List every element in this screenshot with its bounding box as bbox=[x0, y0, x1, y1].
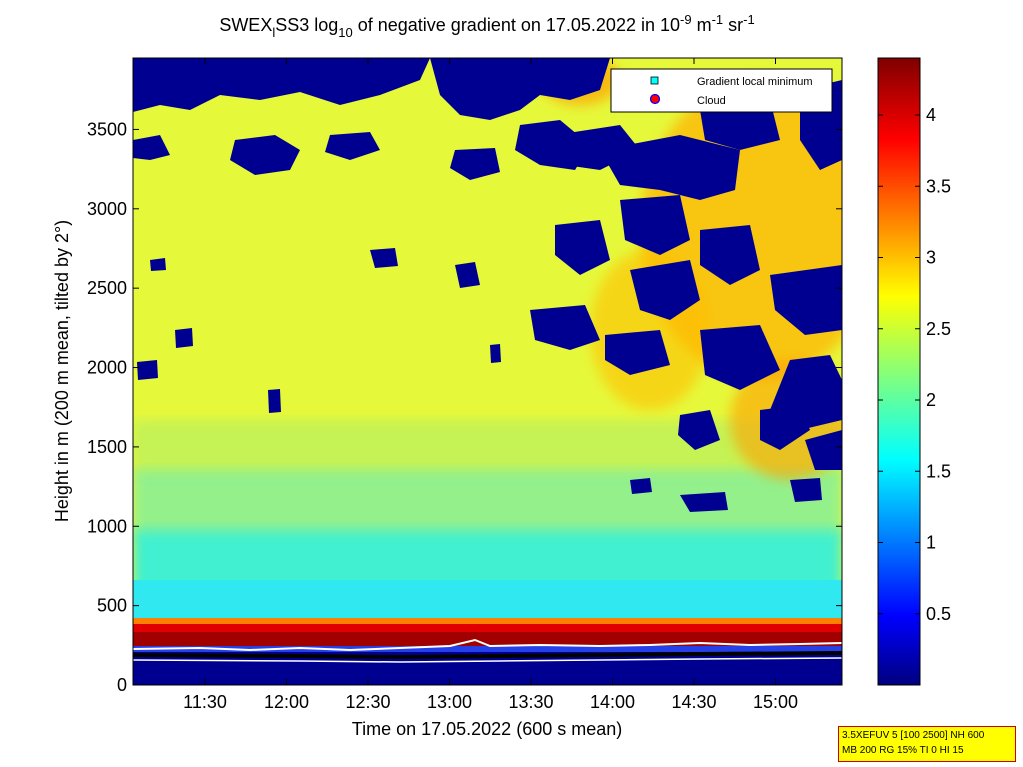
legend-label-gradient-minimum: Gradient local minimum bbox=[697, 76, 813, 88]
y-tick-label: 1000 bbox=[87, 516, 127, 536]
y-tick-label: 0 bbox=[117, 675, 127, 695]
y-tick-label: 2000 bbox=[87, 358, 127, 378]
colorbar-tick-label: 3 bbox=[926, 248, 936, 268]
low-gradient-patches bbox=[133, 58, 842, 512]
colorbar-tick-label: 1.5 bbox=[926, 461, 951, 481]
y-tick-label: 1500 bbox=[87, 437, 127, 457]
chart-title: SWEXlSS3 log10 of negative gradient on 1… bbox=[219, 12, 754, 40]
cloud-line bbox=[133, 638, 842, 652]
y-tick-label: 500 bbox=[97, 596, 127, 616]
legend: Gradient local minimum Cloud bbox=[610, 68, 833, 113]
x-tick-label: 14:00 bbox=[590, 692, 635, 712]
colorbar-ticks: 0.5 1 1.5 2 2.5 3 3.5 4 bbox=[878, 105, 951, 624]
legend-box bbox=[610, 68, 833, 113]
colorbar-tick-label: 1 bbox=[926, 533, 936, 553]
heatmap-area bbox=[133, 58, 842, 685]
colorbar: 0.5 1 1.5 2 2.5 3 3.5 4 bbox=[877, 57, 951, 686]
x-axis-label: Time on 17.05.2022 (600 s mean) bbox=[352, 719, 623, 739]
settings-info-line-2: MB 200 RG 15% TI 0 HI 15 bbox=[842, 745, 964, 756]
x-tick-label: 12:00 bbox=[264, 692, 309, 712]
x-tick-label: 11:30 bbox=[183, 692, 227, 712]
y-tick-label: 2500 bbox=[87, 278, 127, 298]
colorbar-tick-label: 2.5 bbox=[926, 319, 951, 339]
y-tick-label: 3500 bbox=[87, 119, 127, 139]
colorbar-gradient bbox=[877, 57, 921, 686]
x-tick-label: 14:30 bbox=[671, 692, 716, 712]
colorbar-tick-label: 4 bbox=[926, 105, 936, 125]
settings-info-box: 3.5XEFUV 5 [100 2500] NH 600 MB 200 RG 1… bbox=[838, 726, 1016, 762]
y-tick-label: 3000 bbox=[87, 199, 127, 219]
legend-label-cloud: Cloud bbox=[697, 95, 726, 107]
colorbar-tick-label: 0.5 bbox=[926, 604, 951, 624]
plot-frame bbox=[132, 57, 843, 686]
x-tick-label: 15:00 bbox=[753, 692, 798, 712]
colorbar-tick-label: 2 bbox=[926, 390, 936, 410]
y-axis-label: Height in m (200 m mean, tilted by 2°) bbox=[52, 220, 72, 522]
colorbar-tick-label: 3.5 bbox=[926, 176, 951, 196]
settings-info-line-1: 3.5XEFUV 5 [100 2500] NH 600 bbox=[842, 730, 985, 741]
x-axis: 11:30 12:00 12:30 13:00 13:30 14:00 14:30 15:00 bbox=[183, 58, 798, 712]
y-axis: 0 500 1000 1500 2000 2500 3000 3500 bbox=[87, 119, 842, 695]
legend-marker-gradient-minimum bbox=[650, 76, 659, 85]
x-tick-label: 12:30 bbox=[345, 692, 390, 712]
legend-marker-cloud bbox=[649, 93, 661, 105]
x-tick-label: 13:00 bbox=[427, 692, 472, 712]
x-tick-label: 13:30 bbox=[508, 692, 553, 712]
gradient-minimum-line bbox=[133, 651, 842, 660]
